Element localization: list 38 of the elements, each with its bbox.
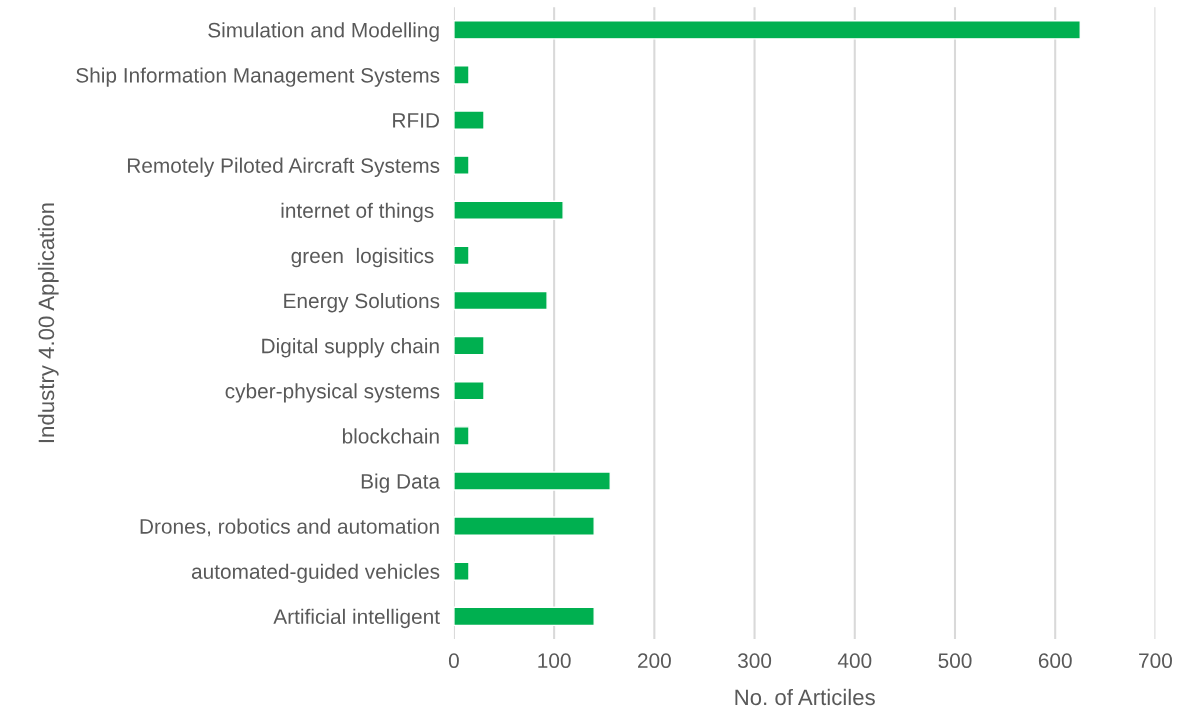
bar: [453, 381, 485, 401]
bar: [453, 561, 470, 581]
y-tick-label: cyber-physical systems: [225, 383, 440, 403]
bar: [453, 471, 611, 491]
y-tick-label: Energy Solutions: [284, 292, 440, 313]
bar: [453, 606, 595, 627]
y-tick-label: Drones, robotics and automation: [140, 518, 439, 537]
bar: [453, 426, 470, 446]
y-tick-label: blockchain: [342, 428, 439, 444]
bar: [453, 200, 564, 220]
x-tick-label: 100: [538, 653, 571, 669]
y-tick-label: RFID: [393, 113, 440, 128]
bar: [453, 245, 470, 266]
y-axis-title: Industry 4.00 Application: [37, 203, 59, 443]
x-tick-label: 300: [737, 653, 772, 669]
bar: [453, 290, 548, 311]
y-tick-label: automated-guided vehicles: [191, 563, 440, 584]
y-tick-label: Big Data: [361, 473, 441, 493]
y-tick-label: Simulation and Modelling: [208, 22, 439, 42]
x-tick-label: 600: [1038, 653, 1072, 669]
bar: [453, 335, 485, 356]
x-tick-label: 200: [638, 653, 671, 669]
bar: [453, 20, 1081, 40]
x-tick-label: 0: [448, 653, 459, 669]
x-tick-label: 700: [1139, 653, 1172, 669]
x-axis-title: No. of Articiles: [735, 688, 875, 706]
x-tick-label: 500: [938, 653, 972, 669]
y-tick-label: Remotely Piloted Aircraft Systems: [127, 157, 440, 178]
bar: [453, 110, 485, 130]
x-tick-label: 400: [837, 653, 872, 669]
y-tick-label: internet of things: [281, 202, 434, 223]
y-tick-label: Digital supply chain: [262, 338, 439, 358]
y-tick-label: Ship Information Management Systems: [76, 67, 440, 87]
y-tick-label: green logisitics: [291, 247, 434, 268]
y-tick-label: Artificial intelligent: [273, 608, 440, 629]
bar: [453, 155, 470, 175]
bar: [453, 516, 595, 536]
bar: [453, 65, 470, 85]
